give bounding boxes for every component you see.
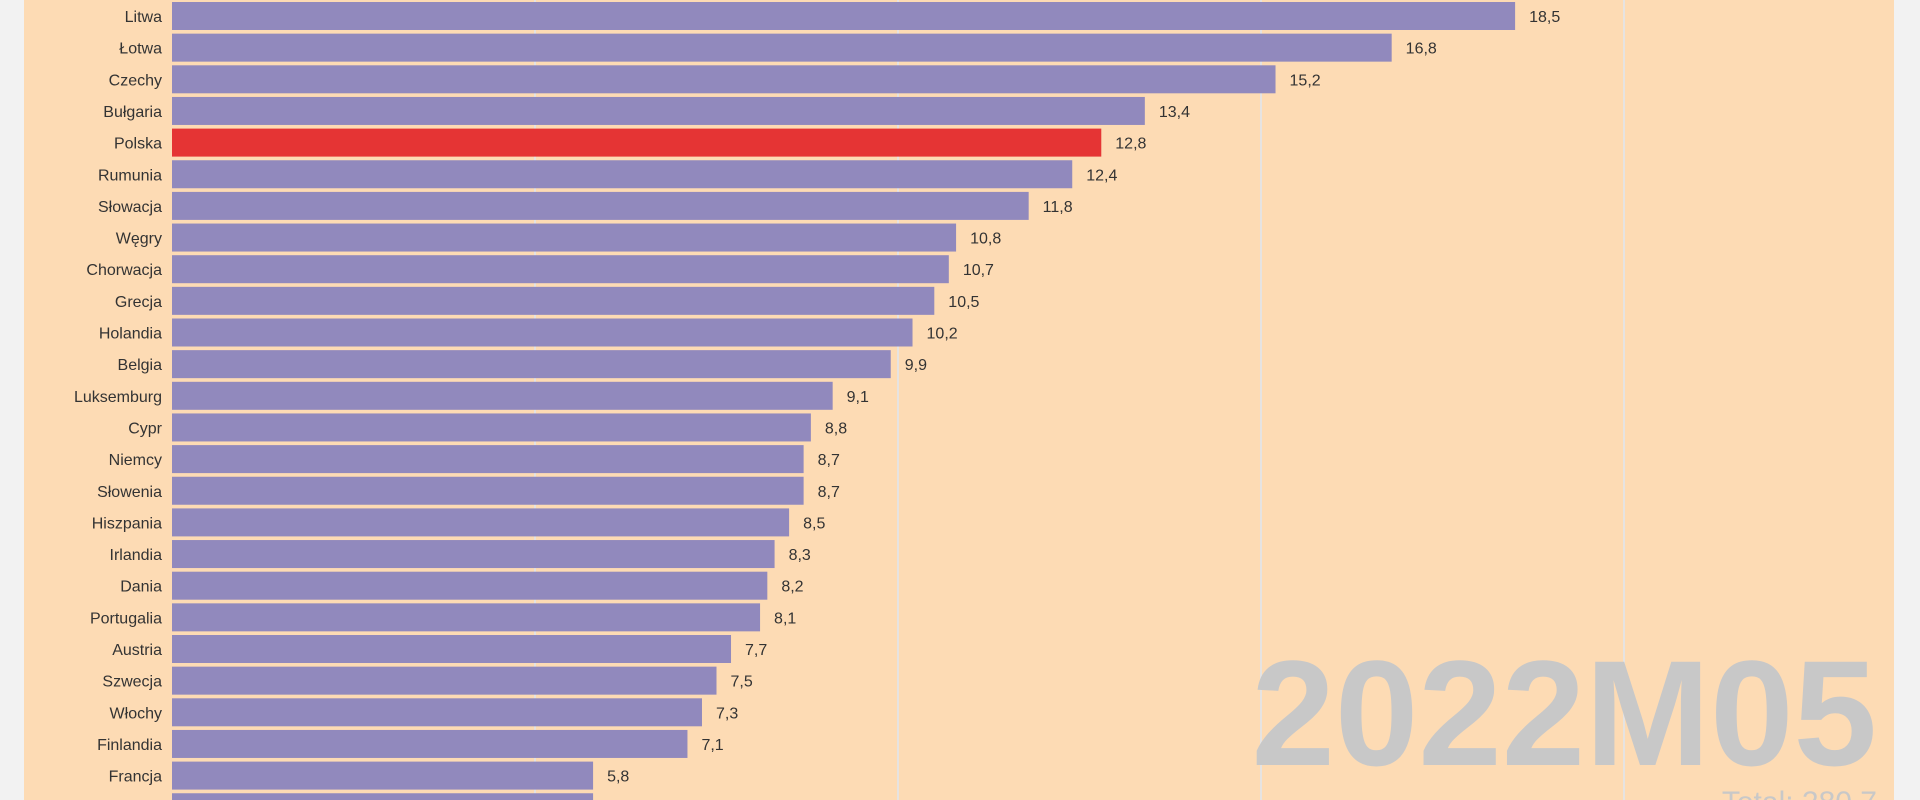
value-label-francja: 5,8 (607, 769, 629, 786)
category-label-francja: Francja (109, 769, 162, 786)
value-label-belgia: 9,9 (905, 357, 927, 374)
category-label-słowacja: Słowacja (98, 199, 162, 216)
category-label-węgry: Węgry (116, 231, 162, 248)
category-label-portugalia: Portugalia (90, 610, 162, 627)
category-label-bułgaria: Bułgaria (103, 104, 162, 121)
value-label-łotwa: 16,8 (1406, 41, 1437, 58)
category-label-finlandia: Finlandia (97, 737, 162, 754)
category-label-włochy: Włochy (110, 705, 162, 722)
category-label-irlandia: Irlandia (110, 547, 163, 564)
value-label-rumunia: 12,4 (1086, 167, 1117, 184)
bar-cypr (172, 413, 811, 442)
bar-włochy (172, 698, 702, 727)
bar-niemcy (172, 445, 804, 474)
category-label-holandia: Holandia (99, 326, 162, 343)
bar-finlandia (172, 729, 688, 758)
bar-belgia (172, 350, 891, 379)
bar-litwa (172, 2, 1516, 30)
value-label-hiszpania: 8,5 (803, 515, 825, 532)
value-label-grecja: 10,5 (948, 294, 979, 311)
bar-hiszpania (172, 508, 790, 537)
category-label-chorwacja: Chorwacja (86, 262, 162, 279)
bar-szwecja (172, 666, 717, 695)
category-label-cypr: Cypr (128, 420, 162, 437)
bar-polska (172, 128, 1102, 157)
category-label-hiszpania: Hiszpania (92, 515, 162, 532)
bar-czechy (172, 65, 1276, 94)
bar-dania (172, 571, 768, 600)
category-label-belgia: Belgia (118, 357, 163, 374)
bar-chart: Litwa 18,5 Łotwa 16,8 Czechy 15,2 Bułgaria 13,4… (74, 0, 1878, 800)
labels: Litwa 18,5 Łotwa 16,8 Czechy 15,2 Bułgaria 13,4… (74, 9, 1560, 786)
category-label-szwecja: Szwecja (102, 674, 162, 691)
bars (172, 2, 1516, 800)
value-label-włochy: 7,3 (716, 705, 738, 722)
bar-chorwacja (172, 255, 949, 284)
value-label-polska: 12,8 (1115, 136, 1146, 153)
value-label-bułgaria: 13,4 (1159, 104, 1190, 121)
category-label-czechy: Czechy (109, 72, 162, 89)
bar-łotwa (172, 33, 1392, 62)
category-label-niemcy: Niemcy (109, 452, 162, 469)
bar-węgry (172, 223, 957, 252)
category-label-austria: Austria (112, 642, 162, 659)
category-label-litwa: Litwa (125, 9, 162, 26)
value-label-holandia: 10,2 (927, 326, 958, 343)
bar-bułgaria (172, 96, 1145, 125)
value-label-irlandia: 8,3 (789, 547, 811, 564)
bar-słowenia (172, 476, 804, 505)
category-label-łotwa: Łotwa (119, 41, 162, 58)
bar-słowacja (172, 191, 1029, 220)
category-label-luksemburg: Luksemburg (74, 389, 162, 406)
bar-portugalia (172, 603, 761, 632)
value-label-szwecja: 7,5 (731, 674, 753, 691)
bar-luksemburg (172, 381, 833, 410)
value-label-słowacja: 11,8 (1043, 199, 1073, 216)
value-label-portugalia: 8,1 (774, 610, 796, 627)
category-label-grecja: Grecja (115, 294, 162, 311)
value-label-dania: 8,2 (781, 579, 803, 596)
bar-rumunia (172, 160, 1073, 189)
category-label-dania: Dania (120, 579, 162, 596)
category-label-rumunia: Rumunia (98, 167, 162, 184)
value-label-chorwacja: 10,7 (963, 262, 994, 279)
value-label-węgry: 10,8 (970, 231, 1001, 248)
value-label-litwa: 18,5 (1529, 9, 1560, 26)
value-label-niemcy: 8,7 (818, 452, 840, 469)
bar-grecja (172, 286, 935, 315)
value-label-czechy: 15,2 (1290, 72, 1321, 89)
total-label: Total: 280,7 (1722, 786, 1877, 800)
bar-holandia (172, 318, 913, 347)
value-label-cypr: 8,8 (825, 420, 847, 437)
value-label-finlandia: 7,1 (701, 737, 723, 754)
category-label-polska: Polska (114, 136, 162, 153)
bar-irlandia (172, 540, 775, 569)
bar-austria (172, 635, 732, 663)
category-label-słowenia: Słowenia (97, 484, 162, 501)
value-label-austria: 7,7 (745, 642, 767, 659)
bar-francja (172, 761, 594, 790)
period-label: 2022M05 (1252, 629, 1878, 797)
value-label-słowenia: 8,7 (818, 484, 840, 501)
bar-next (172, 793, 594, 800)
value-label-luksemburg: 9,1 (847, 389, 869, 406)
plot-panel: Litwa 18,5 Łotwa 16,8 Czechy 15,2 Bułgaria 13,4… (24, 0, 1894, 800)
